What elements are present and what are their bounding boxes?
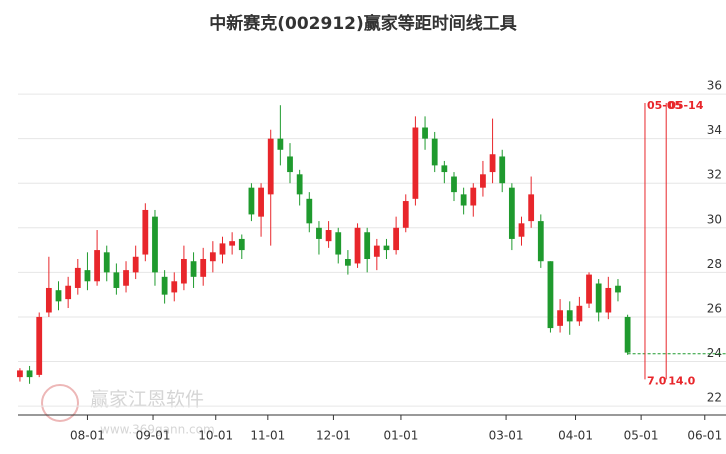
candle-body (229, 241, 236, 246)
candle-body (470, 187, 477, 206)
y-tick-label: 36 (707, 79, 722, 93)
x-tick-label: 12-01 (316, 429, 351, 443)
y-tick-label: 28 (707, 257, 722, 271)
y-tick-label: 30 (707, 212, 722, 226)
candle-body (74, 267, 81, 288)
candle-body (431, 138, 438, 166)
candle-body (354, 227, 361, 264)
candle-body (142, 209, 149, 255)
candle-body (296, 174, 303, 195)
x-tick-label: 09-01 (136, 429, 171, 443)
watermark-brand: 赢家江恩软件 (90, 389, 204, 411)
candle-body (460, 194, 467, 206)
x-tick-label: 01-01 (383, 429, 418, 443)
time-line-date: 05-14 (668, 99, 704, 112)
x-tick-label: 05-01 (624, 429, 659, 443)
watermark: 赢家江恩软件 www.369gann.com (41, 384, 215, 437)
candle-body (402, 201, 409, 228)
candle-body (65, 285, 72, 300)
candle-body (451, 176, 457, 193)
y-tick-label: 32 (707, 168, 722, 182)
candle-body (537, 221, 544, 262)
candle-body (586, 274, 592, 304)
candle-body (219, 243, 226, 255)
candle-body (287, 156, 293, 173)
candle-body (17, 370, 23, 378)
candle-body (508, 187, 515, 239)
x-tick-label: 04-01 (558, 429, 593, 443)
y-tick-label: 22 (707, 391, 722, 405)
chart-title: 中新赛克(002912)赢家等距时间线工具 (209, 13, 517, 34)
candle-body (113, 272, 120, 288)
candle-body (123, 270, 129, 286)
candle-body (248, 187, 255, 215)
candle-body (364, 232, 371, 259)
candle-body (335, 232, 342, 255)
candle-body (518, 223, 525, 237)
candle-body (190, 261, 197, 277)
candle-body (325, 230, 332, 242)
candle-body (132, 256, 139, 273)
time-line-count: 14.0 (668, 374, 695, 387)
y-tick-label: 34 (707, 123, 722, 137)
x-tick-label: 03-01 (489, 429, 524, 443)
time-line-date: 05-05 (647, 99, 682, 112)
candle-body (209, 252, 216, 262)
candle-body (383, 245, 390, 251)
candle-body (547, 261, 554, 329)
candle-body (103, 252, 110, 273)
candle-body (566, 310, 573, 322)
x-tick-label: 11-01 (250, 429, 285, 443)
candle-body (480, 174, 486, 188)
y-tick-label: 26 (707, 301, 722, 315)
candle-body (489, 154, 496, 173)
candle-body (576, 305, 583, 322)
time-line-count: 7.0 (647, 374, 667, 387)
candle-body (181, 258, 187, 284)
candle-body (373, 245, 380, 257)
candle-body (499, 156, 506, 184)
x-tick-label: 08-01 (70, 429, 105, 443)
candle-body (238, 238, 245, 251)
candle-body (94, 250, 100, 282)
candle-body (171, 281, 178, 293)
candle-body (26, 370, 33, 378)
candle-body (161, 276, 168, 295)
candle-body (152, 216, 158, 273)
candle-body (344, 258, 351, 266)
watermark-url: www.369gann.com (100, 423, 215, 437)
watermark-logo (41, 384, 79, 422)
candle-body (441, 165, 448, 173)
candle-body (258, 187, 264, 217)
candle-body (200, 258, 207, 277)
candle-body (528, 194, 535, 222)
candle-body (45, 287, 52, 313)
candle-body (412, 127, 419, 199)
candle-body (267, 138, 274, 195)
candle-body (84, 270, 91, 282)
x-tick-label: 06-01 (687, 429, 722, 443)
candle-body (422, 127, 428, 139)
candle-body (595, 283, 602, 313)
candle-body (55, 290, 62, 302)
candle-body (306, 198, 313, 224)
candle-body (557, 310, 563, 326)
candle-body (615, 285, 621, 293)
candle-body (624, 316, 631, 353)
candle-body (36, 316, 43, 375)
candle-body (316, 227, 322, 239)
y-tick-label: 24 (707, 346, 722, 360)
candle-body (277, 138, 284, 150)
candle-body (605, 287, 612, 313)
x-tick-label: 10-01 (198, 429, 233, 443)
candle-body (393, 227, 400, 251)
